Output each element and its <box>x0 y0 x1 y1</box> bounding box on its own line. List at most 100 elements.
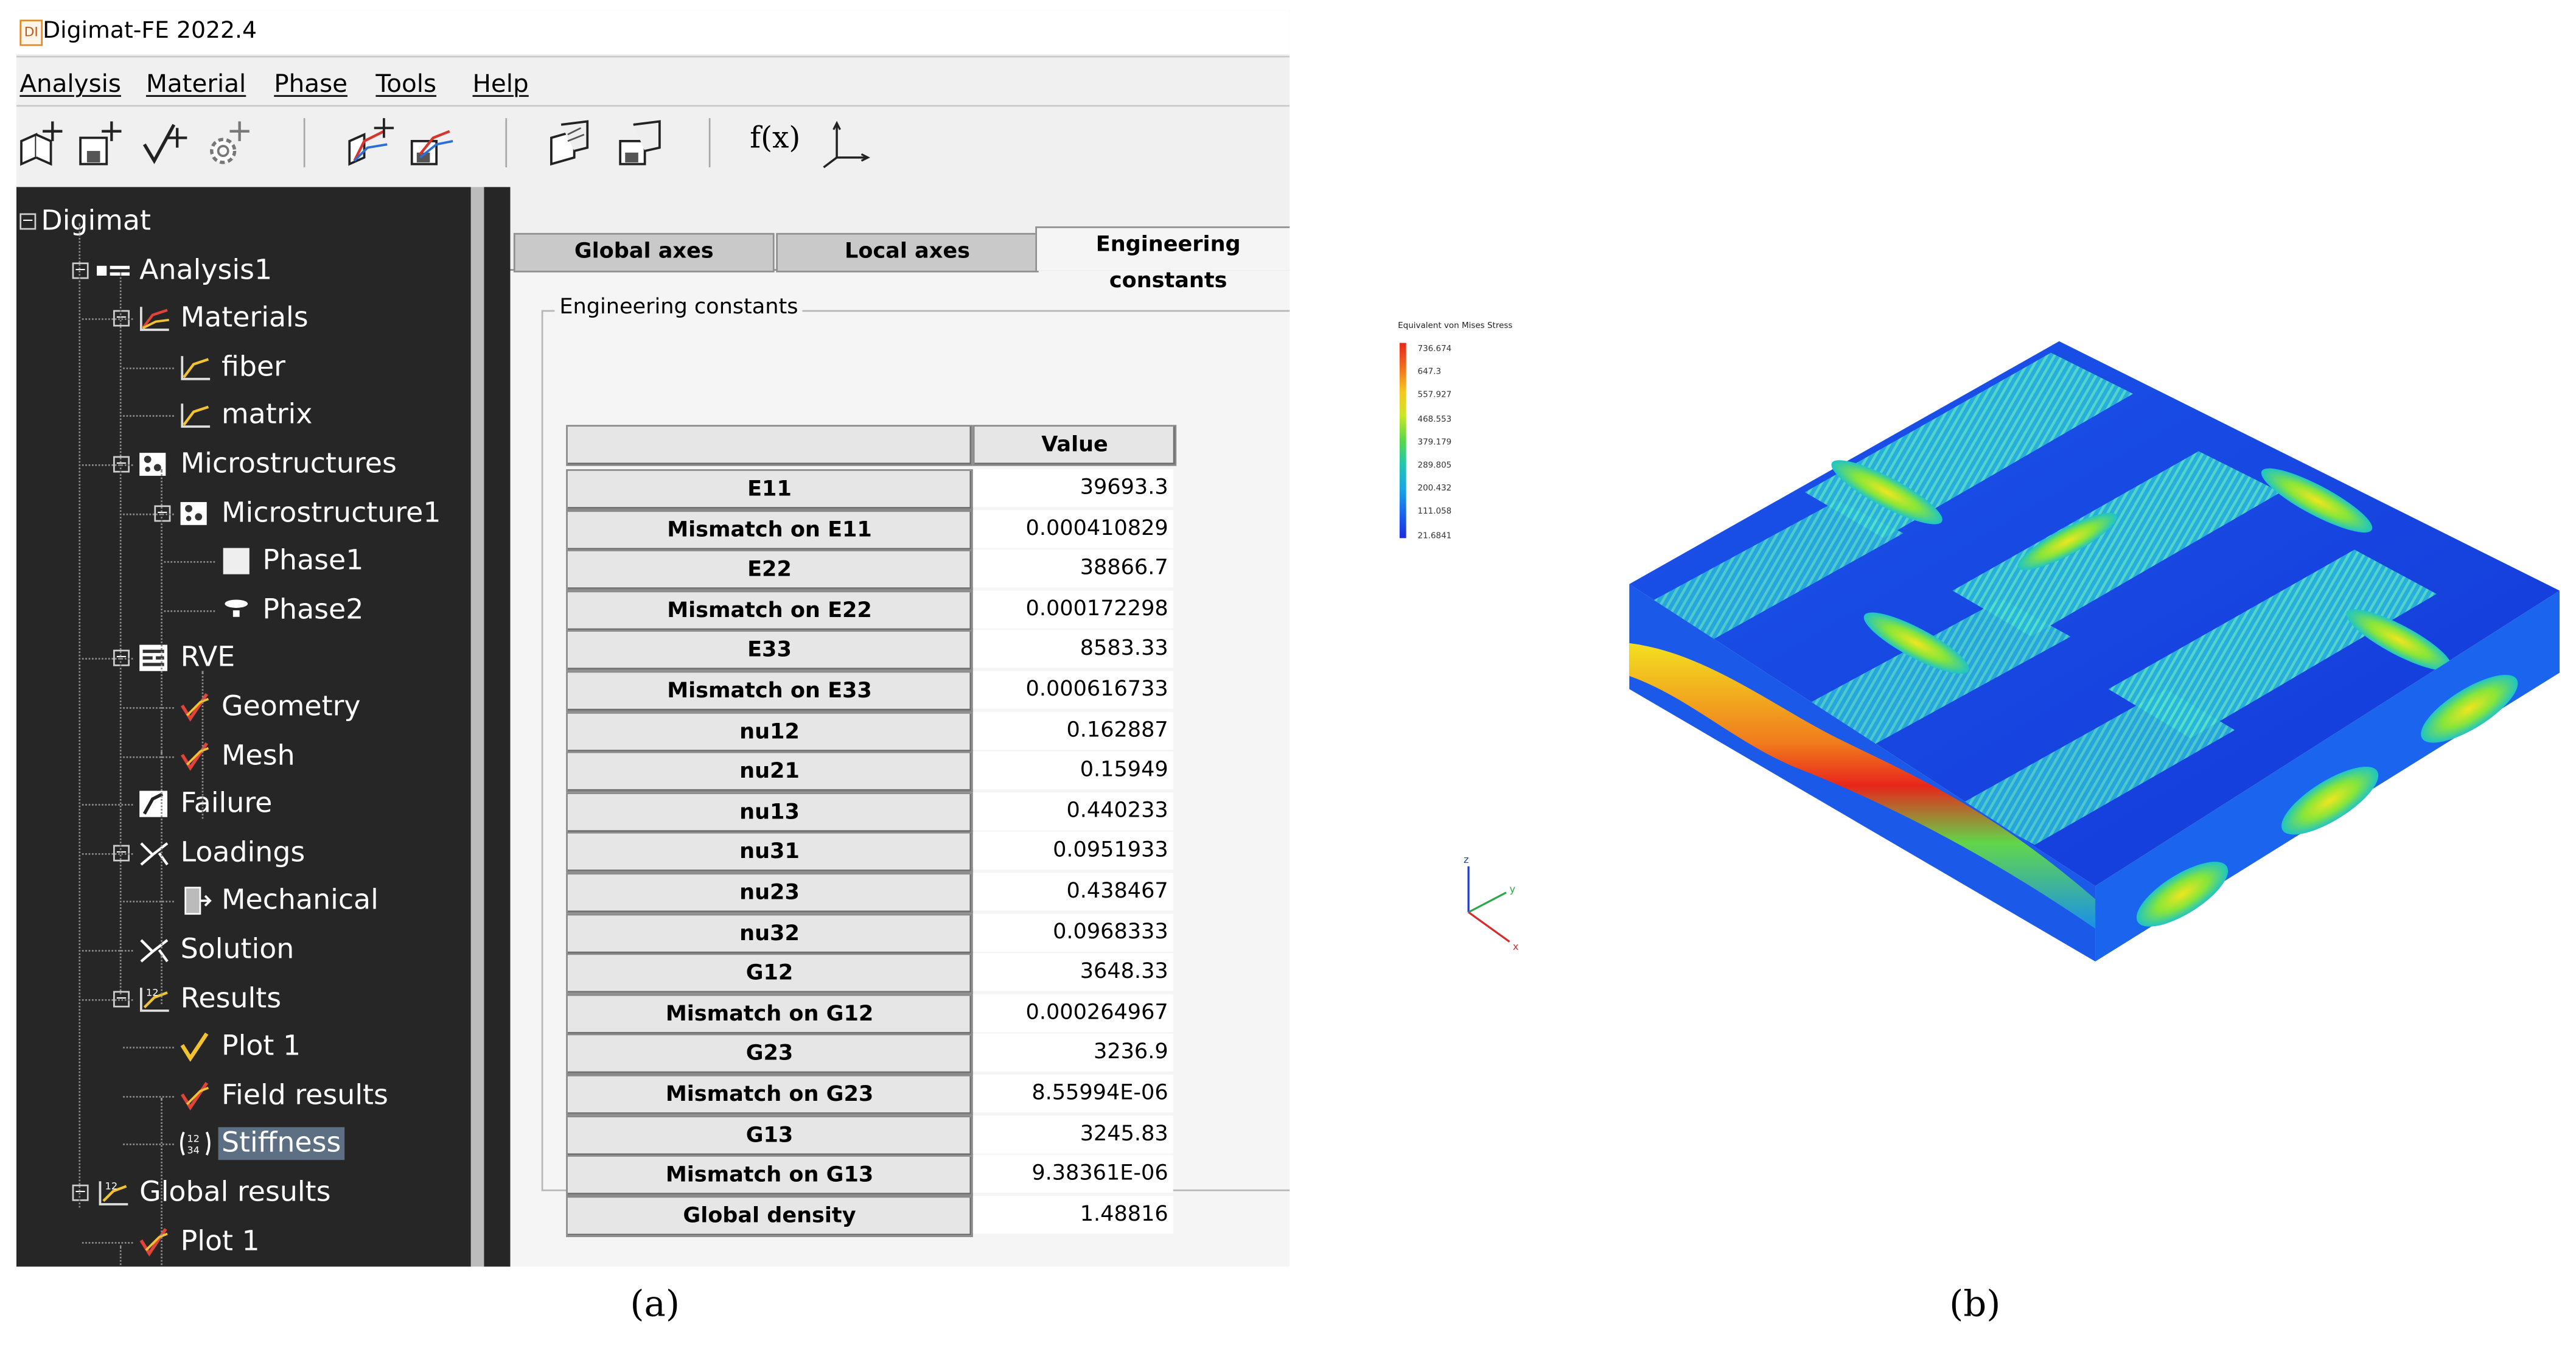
material-curve-icon <box>177 352 213 382</box>
pane-border <box>484 187 511 1267</box>
tree-item-mechanical[interactable]: Mechanical <box>177 880 382 923</box>
menu-material[interactable]: Material <box>145 69 246 99</box>
value-cell[interactable]: 0.0968333 <box>972 913 1173 951</box>
value-cell[interactable]: 8583.33 <box>972 630 1173 669</box>
tree-item-geometry[interactable]: Geometry <box>177 686 364 728</box>
tree-item-label: Analysis1 <box>139 253 273 287</box>
value-cell[interactable]: 0.000616733 <box>972 671 1173 709</box>
tree-item-analysis1[interactable]: Analysis1 <box>95 249 275 291</box>
menubar-divider <box>16 105 1290 107</box>
tree-item-failure[interactable]: Failure <box>136 783 276 826</box>
tree-item-microstructure1[interactable]: Microstructure1 <box>177 492 444 534</box>
row-header: E11 <box>566 469 973 511</box>
value-cell[interactable]: 3236.9 <box>972 1034 1173 1072</box>
new-rve-button[interactable] <box>545 115 597 171</box>
tree-connector <box>123 367 174 369</box>
menu-analysis[interactable]: Analysis <box>19 69 122 99</box>
tree-item-stiffness[interactable]: 12 34 Stiffness <box>177 1123 344 1165</box>
tree-item-fiber[interactable]: fiber <box>177 346 288 388</box>
menu-tools[interactable]: Tools <box>375 69 437 99</box>
tree-item-loadings[interactable]: Loadings <box>136 831 309 874</box>
tree-item-matrix[interactable]: matrix <box>177 394 316 437</box>
value-cell[interactable]: 39693.3 <box>972 469 1173 508</box>
yarn-cross-section <box>2421 674 2518 743</box>
tab-local-axes[interactable]: Local axes <box>776 232 1039 273</box>
yarn-band <box>1952 451 2281 637</box>
tree-guide <box>161 751 162 949</box>
toolbar-separator <box>708 118 711 168</box>
tree-item-solution[interactable]: Solution <box>136 929 298 971</box>
tree-item-field-results[interactable]: Field results <box>177 1074 391 1117</box>
colorbar-tick-label: 379.179 <box>1417 438 1452 448</box>
value-cell[interactable]: 0.438467 <box>972 873 1173 911</box>
tree-item-label: Microstructures <box>180 448 397 481</box>
tree-item-microstructures[interactable]: Microstructures <box>136 443 400 486</box>
tree-item-materials[interactable]: Materials <box>136 298 312 340</box>
value-cell[interactable]: 0.000172298 <box>972 590 1173 629</box>
tree-item-mesh[interactable]: Mesh <box>177 734 298 777</box>
tree-connector <box>82 318 133 321</box>
value-cell[interactable]: 1.48816 <box>972 1195 1173 1233</box>
tree-item-label: Digimat <box>41 205 152 238</box>
row-header: Global density <box>566 1195 973 1237</box>
failure-icon <box>136 789 172 819</box>
row-header: E22 <box>566 549 973 591</box>
menu-phase[interactable]: Phase <box>274 69 348 99</box>
tree-item-global-results[interactable]: 12 Global results <box>95 1171 334 1214</box>
rve-icon <box>136 644 172 674</box>
yarn-band <box>1804 599 2071 747</box>
row-header: G23 <box>566 1034 973 1076</box>
new-analysis-button[interactable] <box>16 115 69 171</box>
value-cell[interactable]: 0.0951933 <box>972 832 1173 871</box>
tree-item-label: Stiffness <box>218 1128 344 1161</box>
tree-connector <box>123 707 174 709</box>
tree-connector <box>82 804 133 806</box>
value-cell[interactable]: 38866.7 <box>972 549 1173 588</box>
tree-item-phase1[interactable]: Phase1 <box>218 540 367 583</box>
value-column-header: Value <box>972 425 1177 466</box>
tree-item-plot-1[interactable]: Plot 1 <box>136 1220 263 1263</box>
rve-open-icon <box>619 120 661 166</box>
row-header: nu21 <box>566 752 973 793</box>
value-cell[interactable]: 8.55994E-06 <box>972 1075 1173 1113</box>
value-cell[interactable]: 0.000410829 <box>972 509 1173 548</box>
open-rve-button[interactable] <box>613 115 666 171</box>
results-icon: 12 <box>95 1178 131 1208</box>
value-cell[interactable]: 0.000264967 <box>972 994 1173 1032</box>
function-button[interactable]: f(x) <box>750 121 801 156</box>
tab-engineering-constants[interactable]: Engineering constants <box>1035 226 1290 294</box>
solver-settings-button[interactable] <box>200 115 253 171</box>
row-header: nu31 <box>566 832 973 874</box>
open-material-button[interactable] <box>407 115 459 171</box>
colorbar-tick-label: 200.432 <box>1417 484 1452 495</box>
rve-icon <box>550 120 589 166</box>
stiffness-matrix-icon: 12 34 <box>177 1129 213 1159</box>
tree-item-digimat[interactable]: Digimat <box>38 200 154 243</box>
check-analysis-button[interactable] <box>138 115 190 171</box>
tree-item-label: Global results <box>139 1176 331 1210</box>
tree-item-plot-1[interactable]: Plot 1 <box>177 1026 304 1069</box>
value-cell[interactable]: 0.162887 <box>972 711 1173 750</box>
menu-help[interactable]: Help <box>472 69 529 99</box>
tree-item-results[interactable]: 12 Results <box>136 977 285 1020</box>
value-cell[interactable]: 0.440233 <box>972 792 1173 830</box>
new-material-button[interactable] <box>344 115 397 171</box>
toolbar-separator <box>505 118 508 168</box>
expander-icon[interactable]: − <box>19 213 37 230</box>
axes-button[interactable] <box>817 115 873 171</box>
tree-item-rve[interactable]: RVE <box>136 637 239 680</box>
value-cell[interactable]: 9.38361E-06 <box>972 1155 1173 1193</box>
check-curve-icon <box>177 1081 213 1111</box>
value-cell[interactable]: 3245.83 <box>972 1115 1173 1153</box>
pane-splitter[interactable] <box>470 187 484 1267</box>
triad-z-label: z <box>1464 854 1468 865</box>
tree-item-phase2[interactable]: Phase2 <box>218 588 367 631</box>
value-cell[interactable]: 0.15949 <box>972 752 1173 790</box>
open-analysis-button[interactable] <box>75 115 128 171</box>
tree-guide <box>161 1097 162 1267</box>
tree-item-label: Microstructure1 <box>221 496 441 529</box>
tree-connector <box>164 561 215 563</box>
tree-item-label: Phase2 <box>262 593 364 627</box>
tab-global-axes[interactable]: Global axes <box>513 232 775 273</box>
value-cell[interactable]: 3648.33 <box>972 953 1173 992</box>
